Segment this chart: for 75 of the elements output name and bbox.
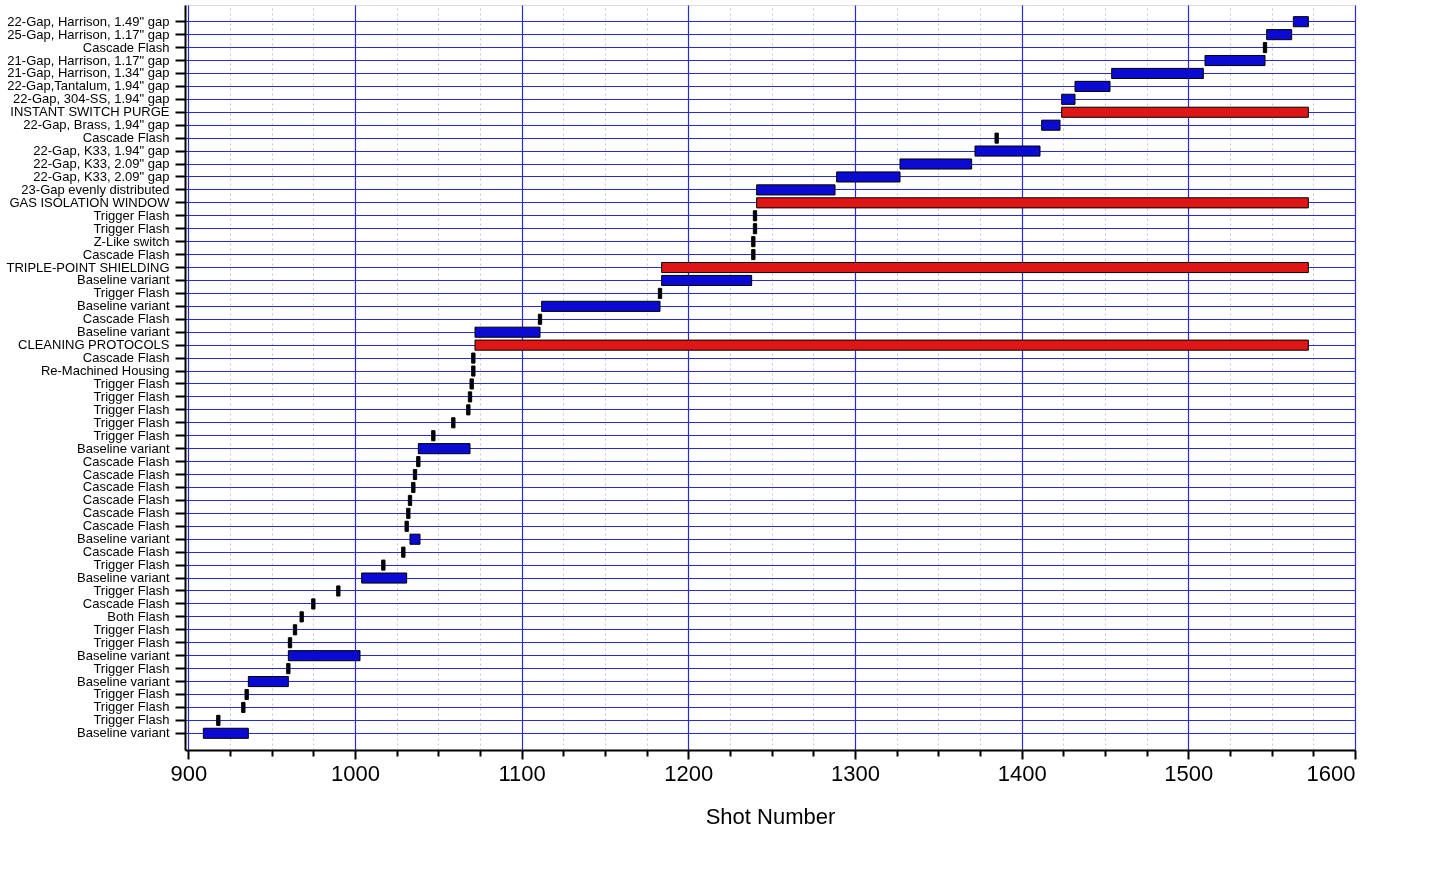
bar — [311, 598, 316, 610]
bar — [411, 481, 416, 494]
y-tick-label: Baseline variant — [77, 324, 170, 340]
y-tick-label: Trigger Flash — [93, 660, 170, 676]
bar — [247, 676, 289, 688]
x-tick-label: 1500 — [1164, 760, 1214, 786]
bar — [241, 701, 246, 713]
y-tick-label: Trigger Flash — [93, 207, 170, 223]
bar — [451, 417, 456, 429]
y-tick-label: TRIPLE-POINT SHIELDING — [6, 259, 170, 275]
x-tick-label: 1300 — [831, 760, 880, 786]
bar — [1061, 106, 1309, 118]
y-tick-label: Cascade Flash — [82, 505, 170, 521]
y-tick-label: Cascade Flash — [82, 479, 170, 495]
bar — [244, 688, 249, 701]
bar — [417, 443, 471, 455]
bar — [286, 663, 291, 675]
x-tick-label: 1600 — [1306, 760, 1356, 786]
y-tick-label: 22-Gap, Brass, 1.94" gap — [23, 117, 170, 133]
y-tick-label: Cascade Flash — [82, 492, 170, 508]
x-tick-label: 1000 — [331, 760, 380, 786]
bar — [751, 249, 756, 261]
x-axis-title: Shot Number — [705, 803, 836, 829]
bar — [407, 494, 413, 506]
x-tick-label: 900 — [170, 760, 208, 786]
y-tick-label: Baseline variant — [77, 272, 170, 288]
y-tick-label: Cascade Flash — [82, 544, 170, 560]
bar — [216, 714, 221, 726]
bar — [202, 727, 249, 739]
bar — [1041, 119, 1061, 131]
bar — [406, 507, 411, 519]
x-tick-label: 1200 — [664, 760, 714, 786]
bar — [416, 456, 421, 468]
bar — [541, 300, 661, 312]
y-tick-label: CLEANING PROTOCOLS — [18, 337, 170, 353]
bar — [292, 624, 298, 636]
y-tick-label: Cascade Flash — [82, 350, 170, 366]
bar — [1074, 80, 1111, 92]
bar — [409, 533, 421, 545]
y-tick-label: Cascade Flash — [82, 311, 170, 327]
y-tick-label: Trigger Flash — [93, 621, 170, 637]
bar — [401, 546, 406, 558]
y-tick-label: 22-Gap, K33, 1.94" gap — [33, 143, 170, 159]
y-tick-label: Both Flash — [107, 608, 170, 624]
bar — [299, 611, 304, 623]
bar — [287, 650, 361, 662]
bar — [1111, 67, 1204, 79]
y-tick-label: Baseline variant — [77, 531, 170, 547]
bar — [412, 468, 418, 481]
bar — [661, 274, 753, 287]
bar — [404, 520, 409, 532]
bar — [1262, 42, 1268, 54]
bar — [537, 313, 543, 325]
bar — [336, 585, 341, 597]
y-tick-label: Re-Machined Housing — [40, 363, 170, 379]
bar — [751, 236, 756, 248]
x-tick-label: 1100 — [498, 760, 546, 786]
y-tick-label: Cascade Flash — [82, 466, 170, 482]
y-tick-label: Cascade Flash — [82, 518, 170, 534]
y-tick-label: Cascade Flash — [82, 453, 170, 469]
y-tick-label: Trigger Flash — [93, 557, 170, 573]
bar — [1292, 16, 1309, 28]
bar — [657, 287, 663, 299]
bar — [287, 637, 293, 649]
bar — [431, 430, 436, 442]
bar — [1266, 29, 1293, 41]
y-tick-label: Trigger Flash — [93, 686, 170, 702]
bar — [661, 261, 1309, 274]
y-tick-label: Cascade Flash — [82, 130, 170, 146]
x-tick-label: 1400 — [997, 760, 1047, 786]
y-tick-label: Cascade Flash — [82, 246, 170, 262]
bar — [752, 223, 758, 235]
y-tick-label: Trigger Flash — [93, 285, 170, 301]
bar — [1204, 54, 1266, 67]
bar — [1061, 93, 1076, 105]
